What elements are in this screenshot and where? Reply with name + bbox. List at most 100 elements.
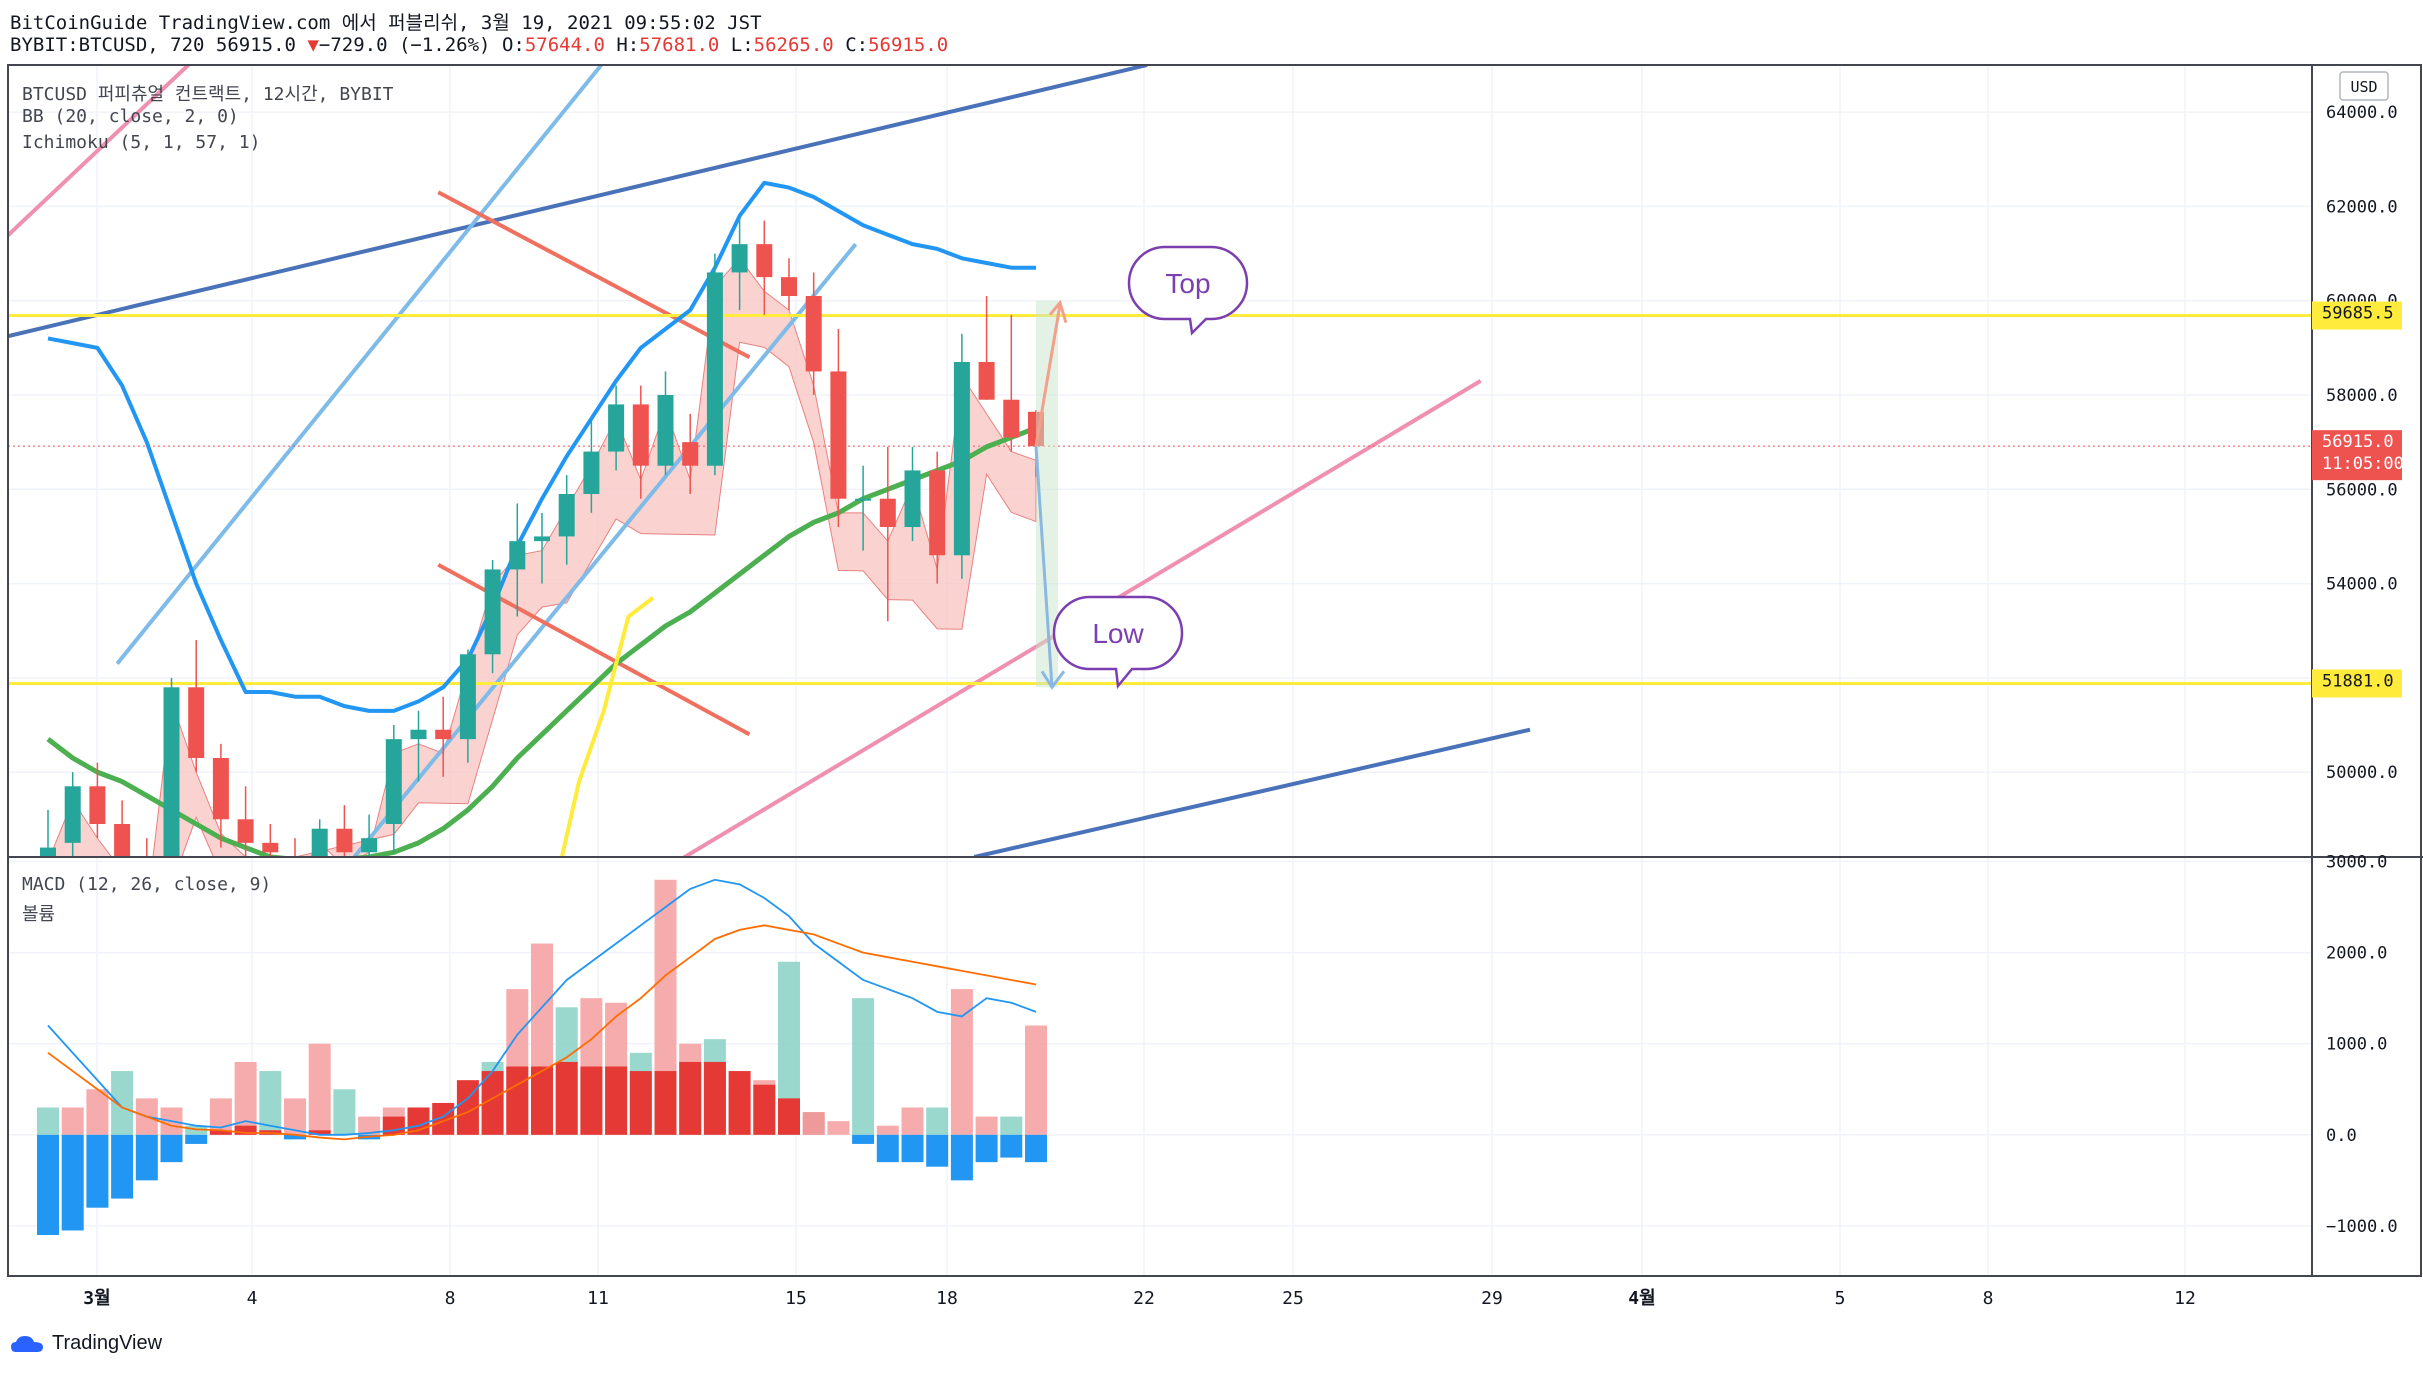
candle-body[interactable] xyxy=(706,272,723,466)
macd-pane[interactable] xyxy=(8,857,2312,1276)
macd-histogram-bar xyxy=(86,1134,109,1208)
candle-body[interactable] xyxy=(632,404,649,466)
candle-body[interactable] xyxy=(237,819,254,843)
candle-body[interactable] xyxy=(311,828,328,867)
macd-histogram-bar xyxy=(778,1098,800,1135)
candle-body[interactable] xyxy=(163,687,180,866)
macd-histogram-bar xyxy=(1000,1134,1023,1158)
legend-bb[interactable]: BB (20, close, 2, 0) xyxy=(22,106,239,127)
time-axis-label: 18 xyxy=(936,1288,958,1309)
last-price-tag: 56915.011:05:00 xyxy=(2312,430,2404,481)
ichimoku-lagging-line[interactable] xyxy=(554,596,655,890)
light-blue-channel-lower[interactable] xyxy=(352,242,858,857)
candle-body[interactable] xyxy=(756,244,773,278)
price-axis-label: 58000.0 xyxy=(2326,386,2398,406)
candle-body[interactable] xyxy=(89,786,106,824)
currency-button[interactable]: USD xyxy=(2339,71,2389,101)
candle-body[interactable] xyxy=(583,451,600,494)
dark-blue-trendline-upper[interactable] xyxy=(0,65,1148,339)
top-callout-bubble xyxy=(1127,245,1249,336)
candle-body[interactable] xyxy=(608,404,625,452)
macd-histogram-bar xyxy=(432,1102,455,1135)
macd-axis-label: 2000.0 xyxy=(2326,944,2387,964)
macd-histogram-bar xyxy=(975,1134,998,1163)
candle-body[interactable] xyxy=(855,498,872,501)
candle-body[interactable] xyxy=(929,470,946,556)
projection-down-arrow[interactable] xyxy=(1034,446,1054,688)
change-value: −729.0 (−1.26%) xyxy=(318,34,491,56)
candle-body[interactable] xyxy=(435,729,452,740)
legend-volume[interactable]: 볼륨 xyxy=(22,904,56,925)
top-level-tag: 59685.5 xyxy=(2312,301,2402,330)
volume-bar xyxy=(876,1125,899,1135)
macd-axis-label: 3000.0 xyxy=(2326,853,2387,873)
time-axis-label: 11 xyxy=(587,1288,609,1309)
tradingview-logo[interactable]: TradingView xyxy=(10,1332,162,1355)
candle-body[interactable] xyxy=(978,362,995,400)
candle-body[interactable] xyxy=(805,296,822,372)
macd-histogram-bar xyxy=(679,1061,702,1135)
candle-body[interactable] xyxy=(212,758,229,820)
projection-zone xyxy=(1036,300,1058,688)
macd-histogram-bar xyxy=(531,1066,553,1135)
candle-body[interactable] xyxy=(781,277,797,296)
low-callout[interactable]: Low xyxy=(1052,595,1184,690)
red-channel-upper[interactable] xyxy=(437,190,751,360)
low-value: 56265.0 xyxy=(753,34,834,56)
time-axis-label: 25 xyxy=(1282,1288,1304,1309)
volume-bar xyxy=(950,989,973,1135)
macd-histogram-bar xyxy=(61,1134,84,1231)
candle-body[interactable] xyxy=(731,244,748,273)
candle-body[interactable] xyxy=(904,470,921,527)
dark-blue-trendline-lower[interactable] xyxy=(973,727,1531,857)
top-callout[interactable]: Top xyxy=(1127,245,1249,336)
macd-histogram-bar xyxy=(926,1134,949,1167)
candle-body[interactable] xyxy=(879,498,896,527)
last-price-tag-text: 56915.0 xyxy=(2322,432,2394,452)
candle-body[interactable] xyxy=(114,824,131,857)
candle-body[interactable] xyxy=(459,654,476,740)
candle-body[interactable] xyxy=(830,371,847,499)
candle-body[interactable] xyxy=(558,494,575,537)
pink-trendline-upper[interactable] xyxy=(0,0,463,244)
publish-info: BitCoinGuide TradingView.com 에서 퍼블리쉬, 3월… xyxy=(10,12,762,34)
volume-bar xyxy=(61,1107,84,1135)
candle-body[interactable] xyxy=(657,395,674,466)
candle-body[interactable] xyxy=(64,786,81,843)
low-level-tag-text: 51881.0 xyxy=(2322,671,2394,691)
candle-body[interactable] xyxy=(361,838,378,853)
candle-body[interactable] xyxy=(262,842,279,853)
candle-body[interactable] xyxy=(40,847,56,857)
candle-body[interactable] xyxy=(509,541,526,570)
macd-histogram-bar xyxy=(111,1134,134,1199)
projection-up-arrow[interactable] xyxy=(1034,304,1062,447)
macd-histogram-bar xyxy=(555,1061,578,1135)
time-axis-label: 8 xyxy=(445,1288,456,1309)
up-arrow-head-icon xyxy=(1048,299,1068,324)
candle-body[interactable] xyxy=(534,536,550,542)
light-blue-channel-upper[interactable] xyxy=(115,65,603,665)
volume-bar xyxy=(234,1061,257,1135)
macd-histogram-bar xyxy=(580,1066,603,1135)
legend-macd[interactable]: MACD (12, 26, close, 9) xyxy=(22,874,272,895)
candle-body[interactable] xyxy=(953,362,970,556)
volume-bar xyxy=(259,1071,282,1135)
candle-body[interactable] xyxy=(410,729,427,740)
candle-body[interactable] xyxy=(336,828,353,853)
macd-histogram-bar xyxy=(901,1134,924,1163)
low-level-tag: 51881.0 xyxy=(2312,669,2402,698)
price-pane[interactable] xyxy=(0,0,2312,918)
candle-body[interactable] xyxy=(385,739,402,824)
signal-line[interactable] xyxy=(47,924,1037,1141)
candle-body[interactable] xyxy=(484,569,501,655)
macd-line[interactable] xyxy=(47,878,1037,1136)
candle-body[interactable] xyxy=(682,442,699,466)
macd-histogram-bar xyxy=(308,1130,331,1135)
legend-ichimoku[interactable]: Ichimoku (5, 1, 57, 1) xyxy=(22,132,261,153)
candle-body[interactable] xyxy=(188,687,205,758)
macd-histogram-bar xyxy=(284,1134,306,1140)
bollinger-upper-band[interactable] xyxy=(47,180,1036,713)
bollinger-basis-line[interactable] xyxy=(46,425,1037,862)
candle-body[interactable] xyxy=(1003,399,1020,438)
